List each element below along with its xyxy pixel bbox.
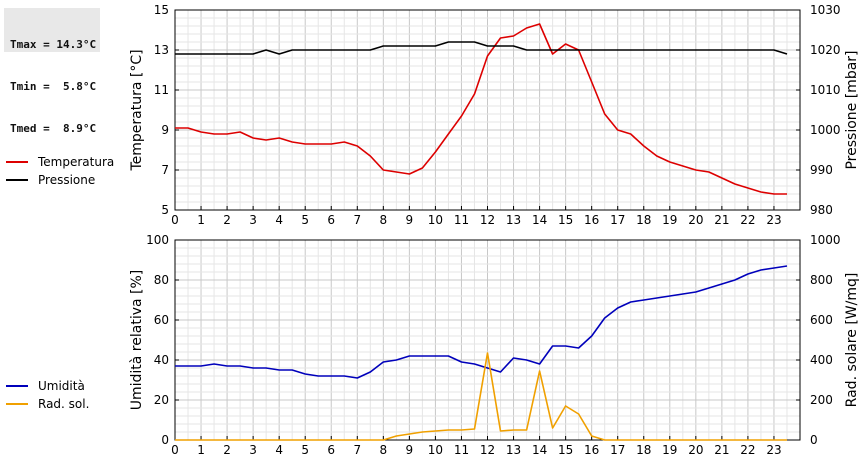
x-tick-label: 6 xyxy=(327,443,335,457)
x-tick-label: 20 xyxy=(688,213,703,227)
x-tick-label: 7 xyxy=(353,443,361,457)
x-tick-label: 2 xyxy=(223,213,231,227)
x-tick-label: 15 xyxy=(558,213,573,227)
x-tick-label: 21 xyxy=(714,443,729,457)
y-left-tick-label: 15 xyxy=(154,3,169,17)
x-tick-label: 4 xyxy=(275,443,283,457)
x-tick-label: 0 xyxy=(171,443,179,457)
x-tick-label: 9 xyxy=(406,213,414,227)
y-right-tick-label: 1000 xyxy=(810,233,841,247)
y-left-tick-label: 40 xyxy=(154,353,169,367)
x-tick-label: 8 xyxy=(380,443,388,457)
x-tick-label: 13 xyxy=(506,213,521,227)
y-right-tick-label: 1020 xyxy=(810,43,841,57)
x-tick-label: 22 xyxy=(740,443,755,457)
y-right-tick-label: 1030 xyxy=(810,3,841,17)
x-tick-label: 12 xyxy=(480,443,495,457)
x-tick-label: 20 xyxy=(688,443,703,457)
x-tick-label: 19 xyxy=(662,443,677,457)
x-tick-label: 9 xyxy=(406,443,414,457)
y-right-tick-label: 200 xyxy=(810,393,833,407)
x-tick-label: 12 xyxy=(480,213,495,227)
x-tick-label: 23 xyxy=(766,443,781,457)
y-right-tick-label: 800 xyxy=(810,273,833,287)
x-tick-label: 21 xyxy=(714,213,729,227)
x-tick-label: 1 xyxy=(197,213,205,227)
tmin-text: Tmin = 5.8°C xyxy=(10,80,97,93)
legend-label: Temperatura xyxy=(37,155,114,169)
tmed-text: Tmed = 8.9°C xyxy=(10,122,97,135)
y-left-tick-label: 5 xyxy=(161,203,169,217)
x-tick-label: 17 xyxy=(610,443,625,457)
y-right-tick-label: 0 xyxy=(810,433,818,447)
series-line-temperatura xyxy=(175,23,787,195)
x-tick-label: 11 xyxy=(454,443,469,457)
x-tick-label: 14 xyxy=(532,213,547,227)
y-left-tick-label: 100 xyxy=(146,233,169,247)
x-tick-label: 10 xyxy=(428,443,443,457)
x-tick-label: 8 xyxy=(380,213,388,227)
legend-label: Umidità xyxy=(38,379,85,393)
x-tick-label: 23 xyxy=(766,213,781,227)
x-tick-label: 2 xyxy=(223,443,231,457)
legend-label: Pressione xyxy=(38,173,95,187)
x-tick-label: 10 xyxy=(428,213,443,227)
x-tick-label: 1 xyxy=(197,443,205,457)
x-tick-label: 18 xyxy=(636,213,651,227)
stats-box: Tmax = 14.3°C Tmin = 5.8°C Tmed = 8.9°C xyxy=(4,8,100,135)
x-tick-label: 6 xyxy=(327,213,335,227)
tmax-text: Tmax = 14.3°C xyxy=(10,38,97,51)
x-tick-label: 16 xyxy=(584,443,599,457)
legend-label: Rad. sol. xyxy=(38,397,89,411)
y-left-tick-label: 60 xyxy=(154,313,169,327)
x-tick-label: 13 xyxy=(506,443,521,457)
x-tick-label: 18 xyxy=(636,443,651,457)
x-tick-label: 3 xyxy=(249,213,257,227)
y-left-tick-label: 80 xyxy=(154,273,169,287)
series-line-pressione xyxy=(175,41,788,55)
chart-panel-1: 0 1 2 3 4 5 6 7 8 9 10 11 12 13 14 15 16 17 18 19 20 21 22 2357… xyxy=(6,3,860,227)
x-tick-label: 14 xyxy=(532,443,547,457)
y-left-tick-label: 20 xyxy=(154,393,169,407)
series-line-rad-sol xyxy=(175,352,787,441)
x-tick-label: 22 xyxy=(740,213,755,227)
x-tick-label: 19 xyxy=(662,213,677,227)
x-tick-label: 17 xyxy=(610,213,625,227)
y-left-tick-label: 0 xyxy=(161,433,169,447)
y-left-tick-label: 11 xyxy=(154,83,169,97)
y-left-tick-label: 13 xyxy=(154,43,169,57)
y-right-tick-label: 400 xyxy=(810,353,833,367)
x-tick-label: 11 xyxy=(454,213,469,227)
x-tick-label: 3 xyxy=(249,443,257,457)
x-tick-label: 0 xyxy=(171,213,179,227)
y-right-tick-label: 1010 xyxy=(810,83,841,97)
y-right-tick-label: 980 xyxy=(810,203,833,217)
y-axis-right-title: Rad. solare [W/mq] xyxy=(844,273,860,408)
x-tick-label: 15 xyxy=(558,443,573,457)
x-tick-label: 7 xyxy=(353,213,361,227)
chart-panel-2: 0 1 2 3 4 5 6 7 8 9 10 11 12 13 14 15 16 17 18 19 20 21 22 2302… xyxy=(6,233,860,457)
y-axis-right-title: Pressione [mbar] xyxy=(844,50,860,169)
y-axis-left-title: Umidità relativa [%] xyxy=(129,270,145,411)
y-right-tick-label: 990 xyxy=(810,163,833,177)
y-axis-left-title: Temperatura [°C] xyxy=(129,49,145,171)
x-tick-label: 5 xyxy=(301,443,309,457)
y-right-tick-label: 600 xyxy=(810,313,833,327)
x-tick-label: 4 xyxy=(275,213,283,227)
x-tick-label: 5 xyxy=(301,213,309,227)
series-line-umidit xyxy=(175,265,788,379)
y-right-tick-label: 1000 xyxy=(810,123,841,137)
y-left-tick-label: 7 xyxy=(161,163,169,177)
x-tick-label: 16 xyxy=(584,213,599,227)
y-left-tick-label: 9 xyxy=(161,123,169,137)
